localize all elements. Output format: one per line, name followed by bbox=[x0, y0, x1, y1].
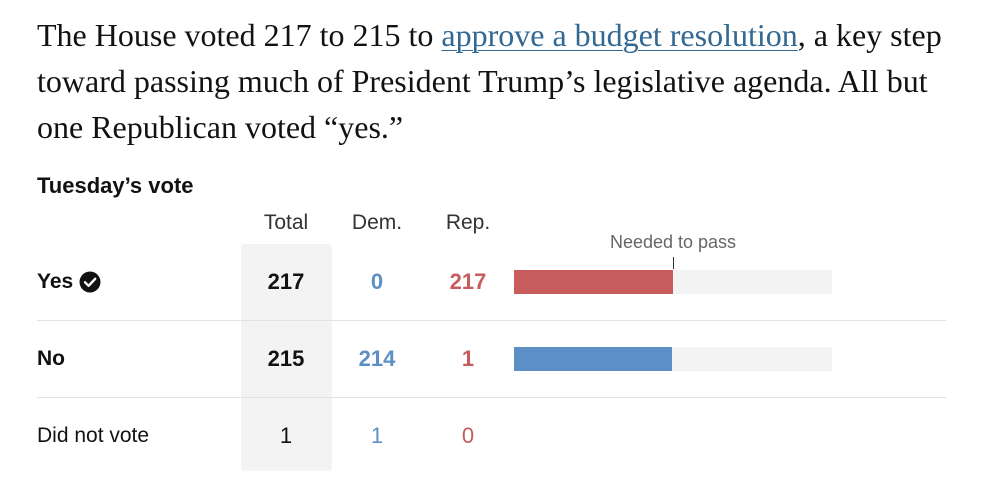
total-column-highlight bbox=[241, 244, 332, 471]
row-label-did-not-vote: Did not vote bbox=[37, 398, 149, 474]
intro-text-before-link: The House voted 217 to 215 to bbox=[37, 17, 442, 53]
vote-row-did-not-vote: Did not vote 1 1 0 bbox=[37, 398, 946, 474]
vote-table-title: Tuesday’s vote bbox=[37, 173, 194, 198]
row-label-yes-text: Yes bbox=[37, 270, 74, 293]
vote-row-no: No 215 214 1 bbox=[37, 321, 946, 398]
intro-paragraph: The House voted 217 to 215 to approve a … bbox=[37, 12, 967, 150]
no-bar-fill bbox=[514, 347, 672, 371]
did-not-vote-rep: 0 bbox=[461, 423, 475, 448]
budget-resolution-link[interactable]: approve a budget resolution bbox=[441, 17, 798, 53]
did-not-vote-total: 1 bbox=[279, 423, 293, 448]
row-label-no-text: No bbox=[37, 347, 65, 370]
needed-to-pass-marker bbox=[673, 257, 674, 269]
checkmark-circle-icon bbox=[79, 271, 101, 293]
vote-row-yes: Yes 217 0 217 bbox=[37, 244, 946, 321]
column-header-total: Total bbox=[263, 211, 309, 234]
yes-dem: 0 bbox=[370, 269, 384, 294]
row-label-yes: Yes bbox=[37, 244, 101, 320]
yes-bar-track bbox=[514, 270, 832, 294]
intro-text-after-link: , a key step toward passing much of Pres… bbox=[37, 17, 942, 145]
needed-to-pass-label: Needed to pass bbox=[609, 232, 737, 252]
no-bar-track bbox=[514, 347, 832, 371]
column-header-dem: Dem. bbox=[351, 211, 403, 234]
row-label-did-not-vote-text: Did not vote bbox=[37, 424, 150, 447]
no-dem: 214 bbox=[358, 346, 396, 371]
column-header-rep: Rep. bbox=[445, 211, 491, 234]
yes-bar-fill bbox=[514, 270, 674, 294]
row-label-no: No bbox=[37, 321, 65, 397]
yes-total: 217 bbox=[267, 269, 305, 294]
no-total: 215 bbox=[267, 346, 305, 371]
no-rep: 1 bbox=[461, 346, 475, 371]
did-not-vote-dem: 1 bbox=[370, 423, 384, 448]
yes-rep: 217 bbox=[449, 269, 487, 294]
